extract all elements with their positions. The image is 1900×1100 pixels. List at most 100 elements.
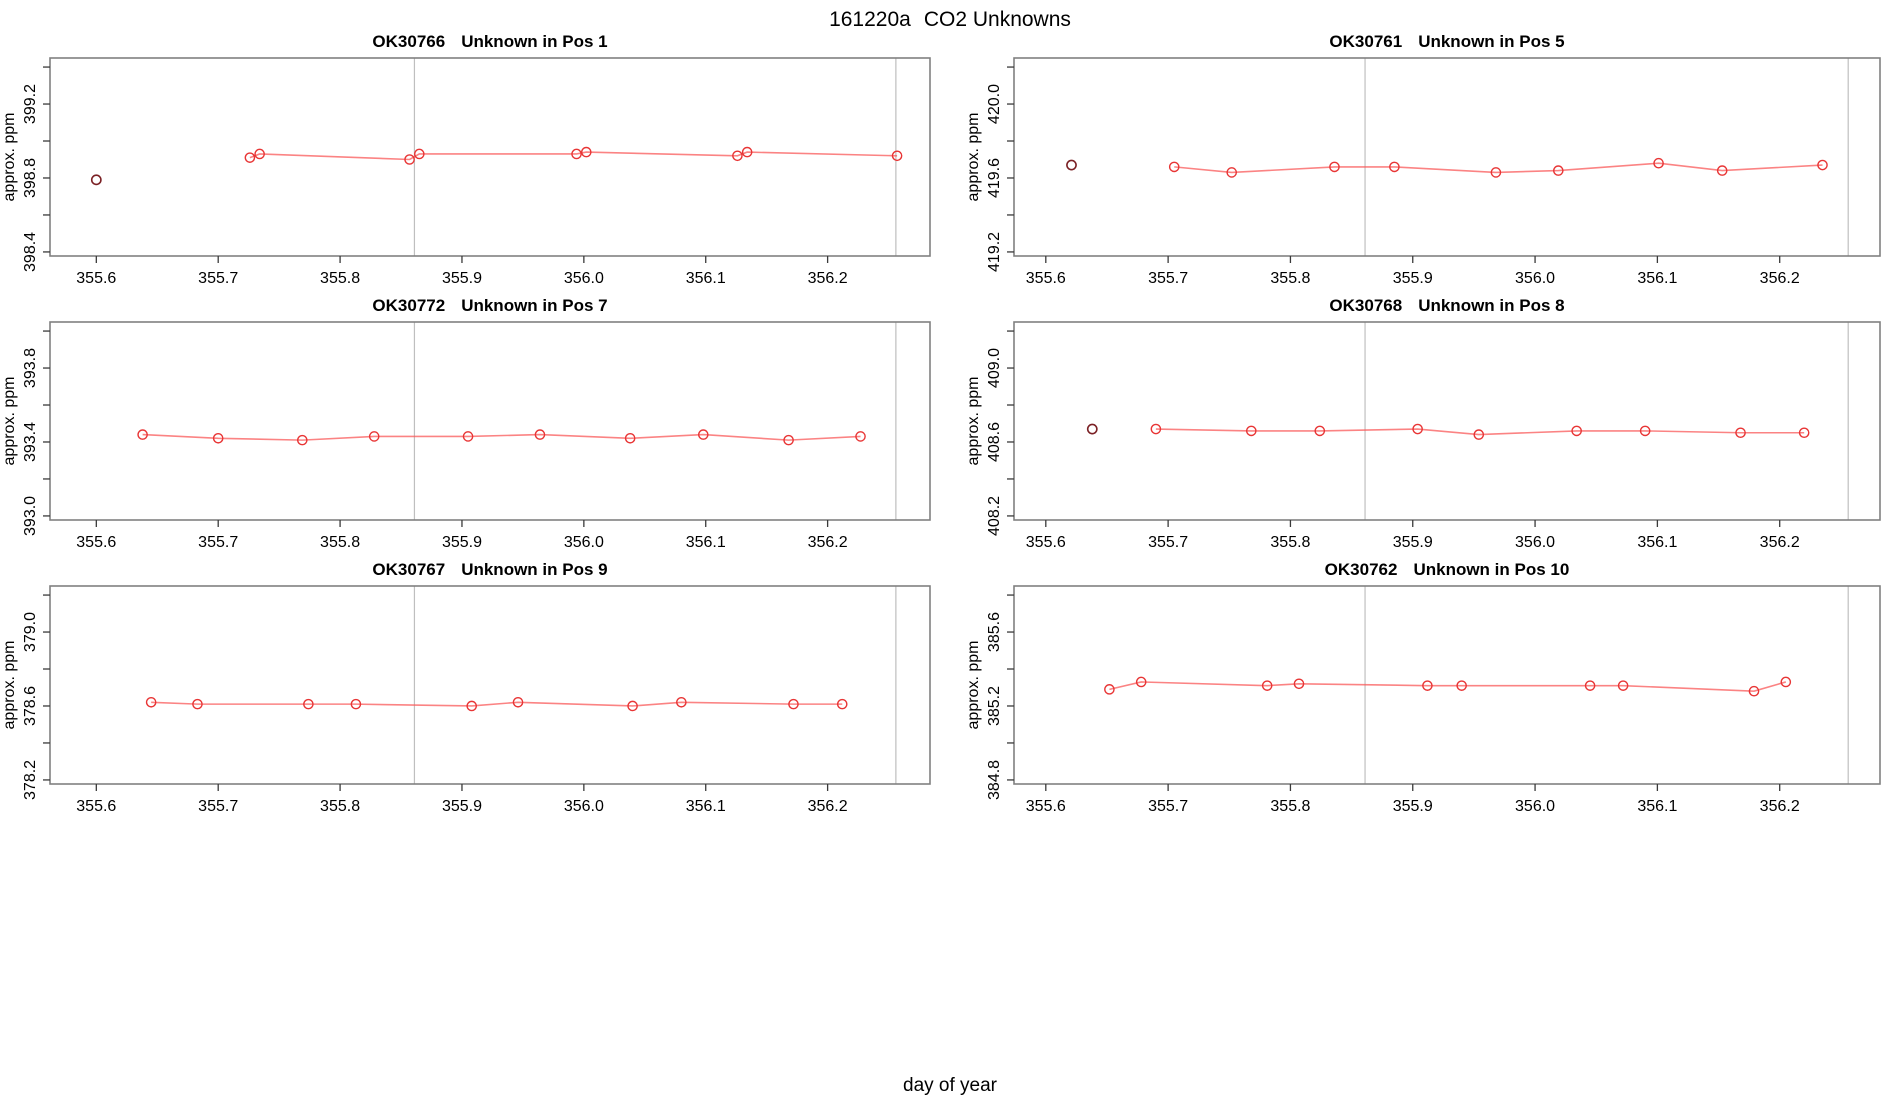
data-point [624,432,636,444]
data-point [1798,427,1810,439]
panel-frame [49,585,931,785]
y-tick-label: 419.6 [986,158,1003,198]
x-tick-label: 356.2 [808,798,848,815]
x-tick-label: 355.7 [198,270,238,287]
data-point [1104,684,1115,695]
y-axis-label: approx. ppm [965,377,982,466]
panel-frame [1013,57,1881,257]
x-tick-label: 355.9 [1393,270,1433,287]
x-tick-label: 355.6 [76,270,116,287]
panel-title: OK30766 Unknown in Pos 1 [372,32,607,51]
y-tick-label: 409.0 [986,348,1003,388]
data-point [1412,423,1423,435]
x-tick-label: 356.1 [686,798,726,815]
data-point [836,698,848,710]
x-tick-label: 356.2 [1760,798,1800,815]
data-point [1329,161,1340,173]
y-tick-label: 378.2 [22,760,39,800]
x-tick-label: 356.0 [564,534,604,551]
y-tick-label: 420.0 [986,84,1003,124]
x-tick-label: 355.9 [1393,798,1433,815]
panel-pos9: OK30767 Unknown in Pos 9 approx. ppm 355.… [1,560,931,815]
data-point [676,696,687,708]
y-tick-label: 408.6 [986,422,1003,462]
panel-pos5: OK30761 Unknown in Pos 5 approx. ppm 355.… [965,32,1881,287]
panel-title: OK30772 Unknown in Pos 7 [372,296,607,315]
panel-frame [49,321,931,521]
data-point [534,429,546,440]
series-line [1155,428,1805,436]
x-tick-label: 355.7 [1148,270,1188,287]
data-point [1293,678,1305,690]
y-axis-label: approx. ppm [965,113,982,202]
x-tick-label: 355.9 [1393,534,1433,551]
data-point [1261,680,1273,691]
data-point [1571,425,1582,437]
data-point [404,154,415,165]
panel-pos7: OK30772 Unknown in Pos 7 approx. ppm 355.… [1,296,931,551]
series-line [1109,681,1787,692]
y-tick-label: 398.8 [22,158,39,198]
x-tick-label: 356.0 [564,270,604,287]
y-tick-label: 385.2 [986,686,1003,726]
x-tick-label: 356.2 [808,270,848,287]
x-tick-label: 355.7 [198,534,238,551]
y-tick-label: 393.8 [22,348,39,388]
x-tick-label: 356.2 [1760,270,1800,287]
x-tick-label: 355.6 [76,798,116,815]
panel-frame [1013,321,1881,521]
data-point [192,698,203,710]
y-tick-label: 393.0 [22,496,39,536]
data-point [1584,680,1596,691]
y-tick-label: 419.2 [986,232,1003,272]
x-tick-label: 356.1 [686,270,726,287]
data-point [1245,425,1257,437]
plot-area: 355.6 355.7 355.8 355.9 356.0 356.1 356.2 408.2… [986,321,1881,551]
data-point [1226,167,1238,178]
y-tick-label: 393.4 [22,422,39,462]
panel-frame [49,57,931,257]
data-point [697,429,709,440]
data-point [627,700,638,712]
y-axis-label: approx. ppm [1,113,18,202]
x-tick-label: 356.0 [1515,270,1555,287]
y-tick-label: 379.0 [22,612,39,652]
x-tick-label: 355.8 [1270,270,1310,287]
panel-frame [1013,585,1881,785]
flagged-data-point [1066,159,1077,171]
x-tick-label: 355.7 [198,798,238,815]
panel-title: OK30768 Unknown in Pos 8 [1329,296,1564,315]
y-axis-label: approx. ppm [965,641,982,730]
data-point [1553,165,1564,176]
y-tick-label: 378.6 [22,686,39,726]
data-point [466,700,478,712]
data-point [1748,685,1760,697]
data-point [512,696,524,708]
y-tick-label: 384.8 [986,760,1003,800]
series-line [142,433,861,441]
data-point [855,431,866,442]
data-point [891,150,903,162]
data-point [137,429,148,440]
x-tick-label: 355.9 [442,534,482,551]
flagged-data-point [90,174,102,186]
figure-title: 161220a CO2 Unknowns [829,8,1071,31]
data-point [303,698,314,710]
x-axis-label: day of year [903,1075,998,1096]
data-point [254,148,265,160]
panel-pos1: OK30766 Unknown in Pos 1 approx. ppm 355.… [1,32,931,287]
x-tick-label: 356.1 [1637,798,1677,815]
x-tick-label: 355.9 [442,270,482,287]
panel-title: OK30767 Unknown in Pos 9 [372,560,607,579]
series-line [151,701,843,707]
panel-pos8: OK30768 Unknown in Pos 8 approx. ppm 355.… [965,296,1881,551]
data-point [732,150,743,162]
panel-pos10: OK30762 Unknown in Pos 10 approx. ppm 355… [965,560,1881,815]
data-point [741,146,753,158]
x-tick-label: 355.9 [442,798,482,815]
series-line [1174,162,1823,174]
data-point [1473,429,1485,440]
data-point [1617,680,1629,691]
